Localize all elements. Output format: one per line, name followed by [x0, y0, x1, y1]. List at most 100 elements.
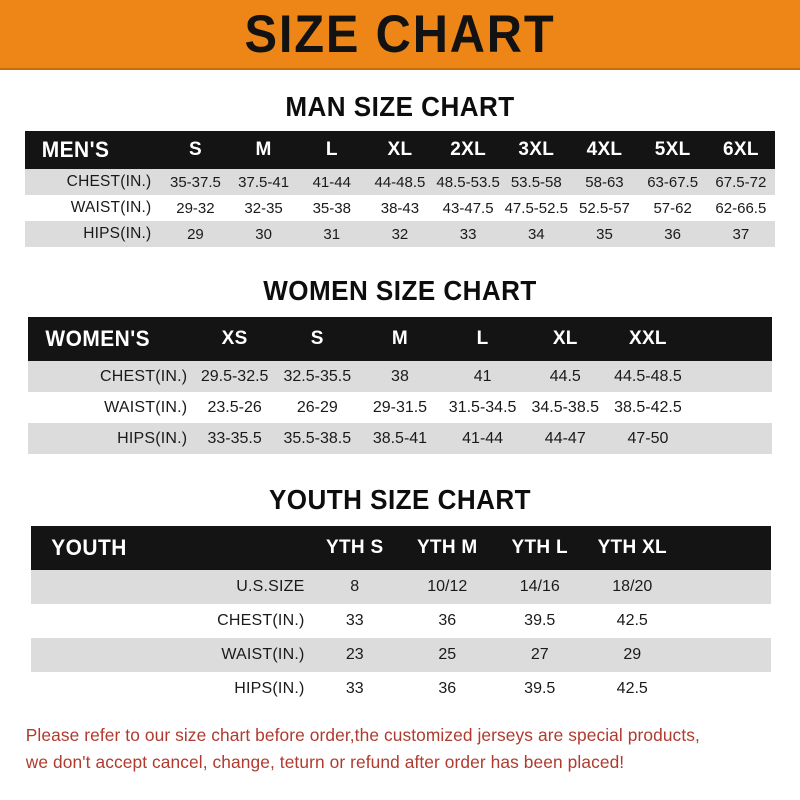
youth-cell: 36	[438, 612, 457, 629]
women-cell: 38.5-41	[372, 429, 428, 447]
man-section-title: MAN SIZE CHART	[285, 91, 515, 122]
youth-cell: 14/16	[519, 578, 560, 595]
youth-column-header-4: YTH XL	[597, 537, 667, 558]
women-cell: 32.5-35.5	[283, 367, 352, 385]
youth-cell: 23	[345, 646, 364, 663]
women-cell: 26-29	[296, 398, 338, 416]
men-cell: 63-67.5	[647, 173, 699, 191]
youth-cell: 42.5	[616, 680, 648, 697]
men-column-header-7: 4XL	[586, 139, 623, 160]
men-row-label: WAIST(IN.)	[70, 199, 152, 216]
women-column-header-3: M	[391, 328, 409, 349]
women-size-table: WOMEN'S XS S M L XL XXL CHEST(IN.) 29.5-32.5 32.5…	[28, 317, 772, 454]
youth-table-row: HIPS(IN.) 33 36 39.5 42.5	[31, 672, 771, 706]
women-cell-empty	[689, 361, 772, 392]
youth-cell: 39.5	[524, 680, 556, 697]
men-cell: 43-47.5	[442, 199, 494, 217]
youth-row-label: WAIST(IN.)	[221, 646, 305, 663]
men-cell: 47.5-52.5	[504, 199, 568, 217]
men-cell: 33	[459, 225, 477, 243]
women-cell: 44-47	[544, 429, 586, 447]
men-cell: 57-62	[653, 199, 692, 217]
youth-cell-empty	[679, 604, 772, 638]
men-cell: 52.5-57	[579, 199, 630, 217]
youth-cell-empty	[679, 672, 772, 706]
men-row-label: HIPS(IN.)	[83, 225, 152, 242]
women-column-header-6: XXL	[628, 328, 667, 349]
men-cell: 36	[664, 225, 681, 243]
women-cell: 34.5-38.5	[531, 398, 600, 416]
men-column-header-6: 3XL	[518, 139, 555, 160]
women-table-row: HIPS(IN.) 33-35.5 35.5-38.5 38.5-41 41-44 44-…	[28, 423, 772, 454]
women-section-title: WOMEN SIZE CHART	[263, 275, 537, 306]
men-table-row: HIPS(IN.) 29 30 31 32 33 34 35 36 37	[25, 221, 775, 247]
women-column-header-empty	[689, 317, 772, 361]
men-cell: 32-35	[244, 199, 283, 217]
women-cell: 29-31.5	[372, 398, 428, 416]
women-table-row: WAIST(IN.) 23.5-26 26-29 29-31.5 31.5-34.5 34…	[28, 392, 772, 423]
youth-cell: 8	[350, 578, 360, 595]
women-cell: 41-44	[462, 429, 504, 447]
youth-column-header-3: YTH L	[511, 537, 568, 558]
men-cell: 29	[187, 225, 204, 243]
men-column-header-3: L	[325, 139, 338, 160]
youth-cell: 36	[438, 680, 457, 697]
men-cell: 48.5-53.5	[436, 173, 500, 191]
men-table-body: MEN'S S M L XL 2XL 3XL 4XL 5XL 6XL CHEST(IN.) 35-37…	[25, 131, 775, 247]
women-row-label: WAIST(IN.)	[104, 398, 188, 416]
men-column-header-2: M	[255, 139, 272, 160]
women-cell: 38	[391, 367, 409, 385]
women-cell: 44.5-48.5	[614, 367, 682, 385]
women-column-header-5: XL	[552, 328, 578, 349]
youth-table-body: YOUTH YTH S YTH M YTH L YTH XL U.S.SIZE 8 10/12…	[31, 526, 771, 706]
page-banner: SIZE CHART	[0, 0, 800, 70]
women-row-label: CHEST(IN.)	[99, 367, 188, 385]
youth-cell: 10/12	[427, 578, 468, 595]
youth-header-row: YOUTH YTH S YTH M YTH L YTH XL	[31, 526, 771, 570]
youth-cell: 29	[623, 646, 642, 663]
youth-column-header-empty	[679, 526, 772, 570]
youth-row-label: HIPS(IN.)	[234, 680, 305, 697]
youth-table-row: U.S.SIZE 8 10/12 14/16 18/20	[31, 570, 771, 604]
youth-row-label: U.S.SIZE	[236, 578, 305, 595]
youth-cell: 42.5	[616, 612, 648, 629]
men-column-header-8: 5XL	[654, 139, 691, 160]
men-cell: 35	[596, 225, 613, 243]
women-cell: 23.5-26	[207, 398, 262, 416]
women-cell-empty	[689, 423, 772, 454]
men-cell: 53.5-58	[510, 173, 562, 191]
men-cell: 67.5-72	[715, 173, 767, 191]
women-cell: 33-35.5	[207, 429, 262, 447]
men-cell: 32	[391, 225, 409, 243]
youth-row-label: CHEST(IN.)	[217, 612, 305, 629]
women-cell: 41	[473, 367, 492, 385]
disclaimer-line-2: we don't accept cancel, change, teturn o…	[25, 752, 625, 773]
men-cell: 38-43	[380, 199, 420, 217]
youth-section-title: YOUTH SIZE CHART	[268, 484, 532, 515]
youth-cell: 33	[345, 680, 364, 697]
youth-table-row: WAIST(IN.) 23 25 27 29	[31, 638, 771, 672]
women-cell: 29.5-32.5	[200, 367, 269, 385]
men-size-table-wrap: MEN'S S M L XL 2XL 3XL 4XL 5XL 6XL CHEST(IN.) 35-37…	[25, 131, 775, 247]
men-cell: 62-66.5	[715, 199, 767, 217]
youth-cell-empty	[679, 570, 772, 604]
youth-table-row: CHEST(IN.) 33 36 39.5 42.5	[31, 604, 771, 638]
women-cell-empty	[689, 392, 772, 423]
men-cell: 35-37.5	[169, 173, 221, 191]
youth-cell-empty	[679, 638, 772, 672]
youth-cell: 18/20	[612, 578, 653, 595]
men-column-header-4: XL	[387, 139, 413, 160]
men-cell: 34	[527, 225, 545, 243]
women-column-header-1: XS	[221, 328, 248, 349]
men-column-header-5: 2XL	[450, 139, 486, 160]
youth-column-header-1: YTH S	[326, 537, 384, 558]
women-table-row: CHEST(IN.) 29.5-32.5 32.5-35.5 38 41 44.5 44.5…	[28, 361, 772, 392]
men-cell: 30	[255, 225, 272, 243]
youth-column-header-2: YTH M	[416, 537, 478, 558]
women-table-body: WOMEN'S XS S M L XL XXL CHEST(IN.) 29.5-32.5 32.5…	[28, 317, 772, 454]
disclaimer-note: Please refer to our size chart before or…	[26, 722, 774, 776]
men-cell: 37.5-41	[238, 173, 290, 191]
men-cell: 58-63	[585, 173, 624, 191]
men-cell: 31	[323, 225, 341, 243]
